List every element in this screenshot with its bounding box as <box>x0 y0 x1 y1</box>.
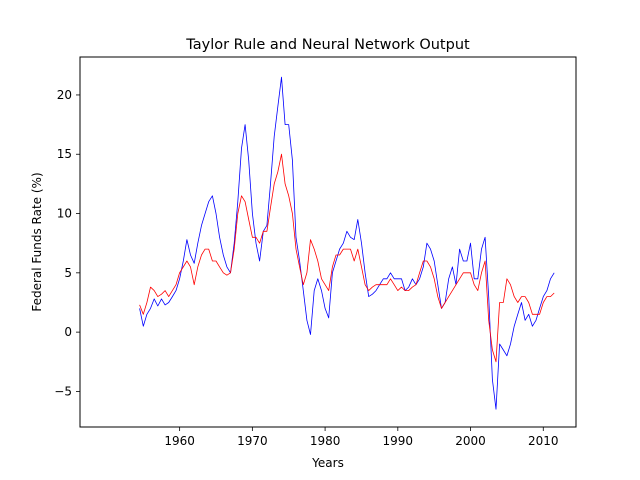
x-tick-label: 1990 <box>383 434 414 448</box>
x-tick-label: 1960 <box>164 434 195 448</box>
y-axis-label: Federal Funds Rate (%) <box>30 172 44 311</box>
series-line-1 <box>139 76 555 410</box>
y-tick-label: −5 <box>54 384 72 398</box>
series-layer <box>139 76 555 410</box>
y-tick-label: 0 <box>64 325 72 339</box>
x-tick-label: 1980 <box>310 434 341 448</box>
y-tick-label: 15 <box>57 147 72 161</box>
x-axis-ticks: 1960 1970 1980 1990 2000 2010 <box>164 427 559 448</box>
x-axis-label: Years <box>311 456 344 470</box>
x-tick-label: 1970 <box>237 434 268 448</box>
y-axis-ticks: −5 0 5 10 15 20 <box>54 88 80 398</box>
y-tick-label: 10 <box>57 207 72 221</box>
chart-title: Taylor Rule and Neural Network Output <box>185 37 470 53</box>
axes-frame <box>79 56 577 428</box>
series-line-2 <box>139 153 555 363</box>
y-tick-label: 5 <box>64 266 72 280</box>
x-tick-label: 2000 <box>455 434 486 448</box>
y-tick-label: 20 <box>57 88 72 102</box>
x-tick-label: 2010 <box>528 434 559 448</box>
plot-area <box>80 57 576 427</box>
